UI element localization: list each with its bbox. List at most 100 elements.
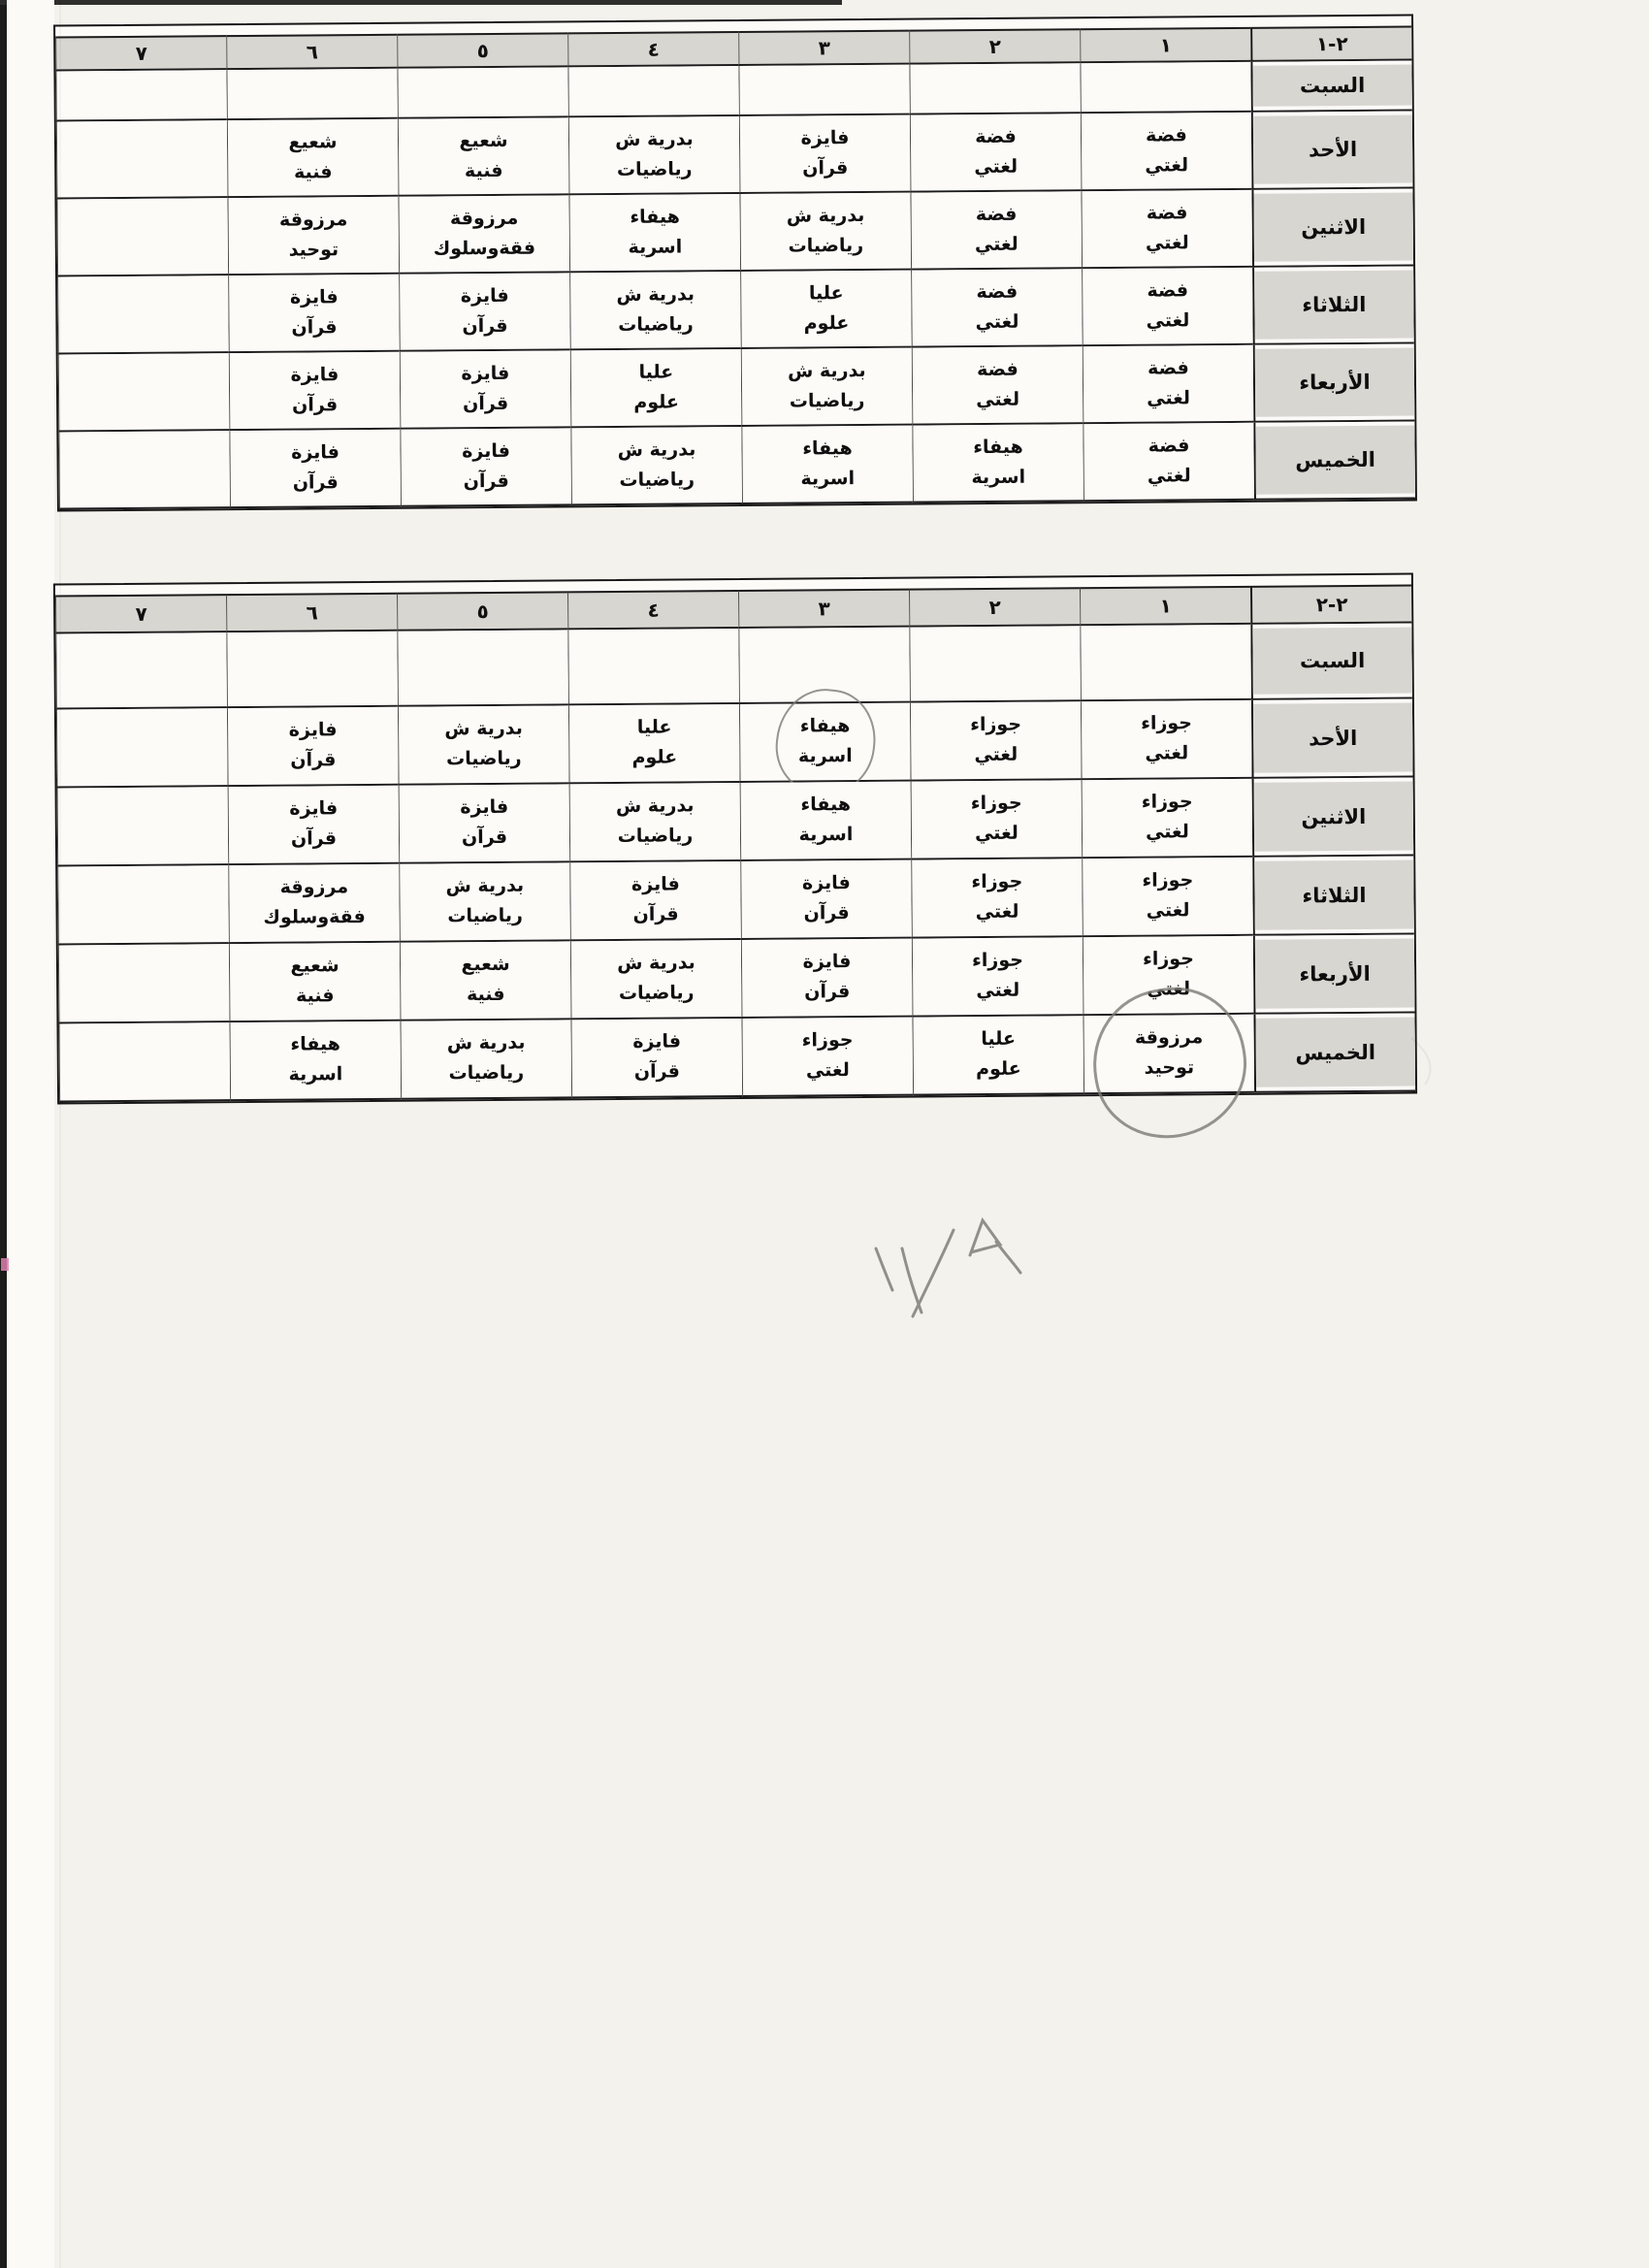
period-header: ٣ (737, 588, 910, 629)
teacher-name: فايزة (289, 797, 339, 820)
lesson-cell: مرزوقة توحيد (1083, 1014, 1255, 1095)
lesson-cell: بدرية ش رياضيات (740, 347, 913, 427)
teacher-name: فايزة (288, 719, 338, 741)
lesson-cell: فايزة قرآن (228, 274, 400, 354)
lesson-cell: جوزاء لغتي (911, 937, 1083, 1018)
subject-name: قرآن (290, 749, 337, 771)
teacher-name: مرزوقة (278, 208, 348, 231)
subject-name: لغتي (1145, 231, 1189, 254)
lesson-cell: جوزاء لغتي (1080, 699, 1252, 781)
empty-cell (397, 630, 568, 707)
subject-name: علوم (976, 1057, 1021, 1081)
lesson-cell: جوزاء لغتي (910, 780, 1083, 860)
empty-cell (1080, 61, 1251, 114)
teacher-name: هيفاء (973, 436, 1023, 458)
subject-name: لغتي (805, 1059, 850, 1082)
subject-name: لغتي (976, 979, 1020, 1002)
subject-name: لغتي (974, 743, 1018, 766)
teacher-name: بدرية ش (615, 127, 694, 150)
lesson-cell: مرزوقة توحيد (227, 196, 400, 276)
teacher-name: فايزة (800, 126, 850, 149)
day-label: الأربعاء (1254, 347, 1415, 417)
teacher-name: بدرية ش (616, 282, 695, 306)
teacher-name: عليا (808, 281, 844, 305)
lesson-cell: هيفاء اسرية (741, 425, 913, 504)
teacher-name: فايزة (289, 285, 339, 308)
lesson-cell: جوزاء لغتي (1082, 857, 1253, 938)
class-label: ٢-٢ (1249, 584, 1412, 625)
teacher-name: فضة (1148, 434, 1190, 457)
subject-name: لغتي (1145, 153, 1189, 177)
subject-name: فنية (293, 160, 333, 183)
teacher-name: هيفاء (800, 794, 852, 816)
period-header: ٢ (909, 28, 1081, 65)
lesson-cell: بدرية ش رياضيات (569, 939, 742, 1021)
lesson-cell: فضة لغتي (910, 191, 1083, 271)
class-label-text: ١-٢ (1315, 32, 1348, 56)
lesson-cell: بدرية ش رياضيات (397, 705, 569, 786)
lesson-cell: فايزة قرآن (740, 859, 912, 940)
subject-name: اسرية (800, 467, 856, 489)
subject-name: رياضيات (619, 468, 695, 491)
lesson-cell: فايزة قرآن (399, 350, 571, 430)
empty-cell (55, 708, 228, 789)
empty-cell (55, 70, 227, 122)
lesson-cell: فضة لغتي (1083, 422, 1254, 502)
lesson-cell: فضة لغتي (911, 346, 1083, 426)
period-header: ٧ (55, 594, 227, 634)
teacher-name: فضة (975, 203, 1018, 225)
lesson-cell: بدرية ش رياضيات (570, 426, 742, 506)
teacher-name: جوزاء (1141, 712, 1193, 734)
teacher-name: فايزة (801, 872, 851, 894)
subject-name: رياضيات (788, 234, 864, 257)
teacher-name: شعيع (459, 129, 508, 151)
subject-name: لغتي (1145, 742, 1189, 764)
subject-name: اسرية (798, 824, 854, 846)
day-label-cell: السبت (1250, 623, 1412, 700)
teacher-name: شعيع (288, 130, 338, 153)
class-label-text: ٢-٢ (1315, 593, 1348, 617)
period-header: ٥ (396, 591, 568, 632)
subject-name: رياضيات (448, 1061, 525, 1085)
empty-cell (56, 787, 229, 867)
day-label: الثلاثاء (1254, 270, 1414, 340)
subject-name: قرآن (633, 1060, 680, 1083)
teacher-name: جوزاء (971, 870, 1023, 893)
period-header: ٢ (908, 587, 1081, 628)
empty-cell (909, 626, 1081, 703)
lesson-cell: بدرية ش رياضيات (568, 782, 741, 863)
empty-cell (738, 64, 910, 116)
subject-name: قرآن (802, 156, 849, 178)
subject-name: توحيد (288, 238, 340, 261)
empty-cell (58, 1022, 231, 1103)
lesson-cell: فضة لغتي (909, 113, 1082, 193)
teacher-name: فايزة (460, 284, 509, 307)
lesson-cell: هيفاء اسرية (912, 424, 1083, 503)
teacher-name: جوزاء (970, 713, 1022, 736)
subject-name: قرآن (803, 902, 850, 924)
lesson-cell: بدرية ش رياضيات (739, 192, 912, 272)
empty-cell (226, 68, 398, 121)
period-header: ٣ (738, 29, 910, 66)
empty-cell (57, 865, 229, 946)
day-label: الخميس (1255, 1017, 1416, 1087)
day-label-cell: الثلاثاء (1252, 856, 1414, 936)
period-header: ١ (1079, 585, 1251, 627)
day-label: الثلاثاء (1254, 859, 1414, 930)
lesson-cell: هيفاء اسرية (739, 781, 912, 861)
subject-name: رياضيات (445, 747, 522, 770)
period-header: ٧ (55, 35, 227, 72)
subject-name: رياضيات (618, 312, 694, 336)
day-label-cell: السبت (1250, 60, 1412, 113)
timetable-grid: ٢-٢ ١ ٢ ٣ ٤ ٥ ٦ ٧ السبت الأحد جوزاء لغتي جوزاء لغتي هي… (52, 572, 1418, 1105)
subject-name: لغتي (1147, 386, 1191, 409)
lesson-cell: شعيع فنية (228, 942, 401, 1023)
teacher-name: مرزوقة (1134, 1026, 1204, 1049)
subject-name: اسرية (971, 466, 1026, 488)
teacher-name: مرزوقة (279, 876, 349, 898)
lesson-cell: هيفاء اسرية (568, 193, 741, 274)
subject-name: فنية (295, 985, 335, 1007)
lesson-cell: عليا علوم (912, 1016, 1084, 1096)
lesson-cell: بدرية ش رياضيات (400, 1020, 572, 1100)
timetable-2: ٢-٢ ١ ٢ ٣ ٤ ٥ ٦ ٧ السبت الأحد جوزاء لغتي جوزاء لغتي هي… (52, 572, 1418, 1105)
